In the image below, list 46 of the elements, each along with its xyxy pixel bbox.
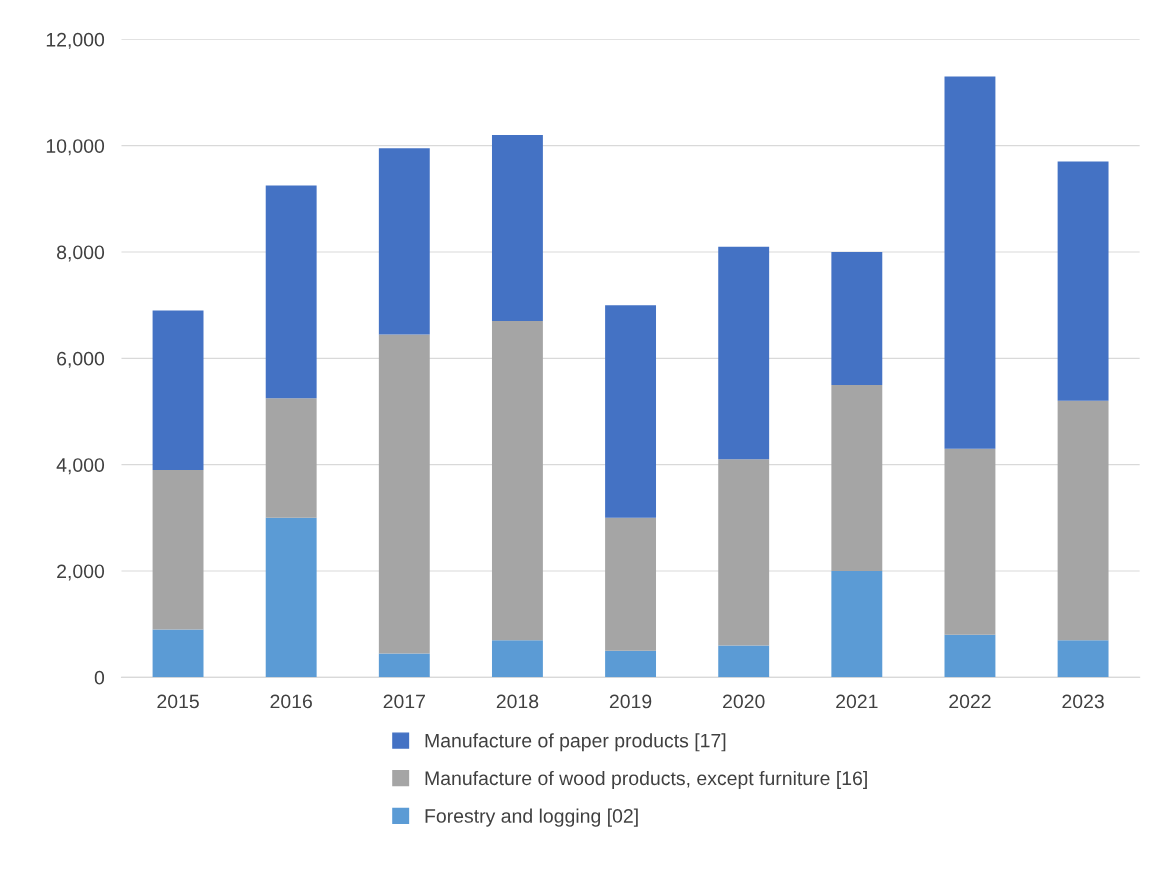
bar bbox=[718, 246, 770, 460]
x-tick-label: 2022 bbox=[949, 694, 991, 709]
x-tick-label: 2020 bbox=[723, 694, 765, 709]
bar bbox=[1057, 400, 1109, 641]
bar bbox=[378, 148, 430, 335]
x-tick-label: 2016 bbox=[270, 694, 312, 709]
x-tick-label: 2019 bbox=[609, 694, 652, 709]
bar bbox=[265, 398, 317, 518]
bar bbox=[718, 459, 770, 646]
bar bbox=[378, 334, 430, 654]
bar bbox=[1057, 640, 1109, 678]
bar bbox=[152, 469, 204, 630]
bar bbox=[1057, 161, 1109, 401]
bar bbox=[491, 135, 543, 322]
x-tick-label: 2023 bbox=[1062, 694, 1104, 709]
y-tick-label: 0 bbox=[94, 670, 105, 685]
bar bbox=[378, 653, 430, 678]
bar bbox=[491, 321, 543, 641]
bar bbox=[265, 517, 317, 678]
y-tick-label: 6,000 bbox=[57, 351, 105, 368]
bar bbox=[944, 448, 996, 635]
bar bbox=[152, 629, 204, 678]
x-tick-label: 2018 bbox=[496, 694, 539, 709]
y-tick-label: 12,000 bbox=[46, 32, 105, 49]
y-tick-label: 8,000 bbox=[57, 245, 105, 262]
y-tick-label: 2,000 bbox=[57, 564, 105, 581]
bar bbox=[831, 252, 883, 385]
legend-label: Manufacture of paper products [17] bbox=[425, 733, 726, 752]
legend-label: Manufacture of wood products, except furniture [16] bbox=[425, 770, 867, 790]
y-tick-label: 10,000 bbox=[46, 139, 105, 156]
x-tick-label: 2015 bbox=[157, 694, 199, 709]
bar bbox=[265, 185, 317, 399]
bar bbox=[944, 76, 996, 449]
bar bbox=[605, 650, 657, 678]
x-tick-label: 2021 bbox=[836, 694, 878, 709]
legend-label: Forestry and logging [02] bbox=[425, 808, 638, 827]
bar bbox=[491, 640, 543, 678]
bar bbox=[718, 645, 770, 678]
bar bbox=[605, 517, 657, 651]
bar bbox=[831, 571, 883, 678]
bar bbox=[605, 305, 657, 518]
bar bbox=[944, 634, 996, 678]
bar bbox=[152, 310, 204, 470]
y-tick-label: 4,000 bbox=[56, 458, 105, 475]
bar bbox=[831, 384, 883, 572]
x-tick-label: 2017 bbox=[383, 694, 425, 709]
